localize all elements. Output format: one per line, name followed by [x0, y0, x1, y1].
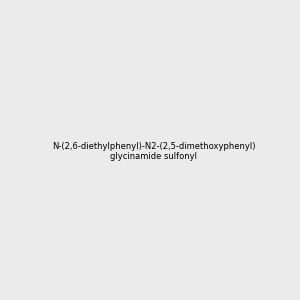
Text: N-(2,6-diethylphenyl)-N2-(2,5-dimethoxyphenyl)
glycinamide sulfonyl: N-(2,6-diethylphenyl)-N2-(2,5-dimethoxyp… [52, 142, 256, 161]
